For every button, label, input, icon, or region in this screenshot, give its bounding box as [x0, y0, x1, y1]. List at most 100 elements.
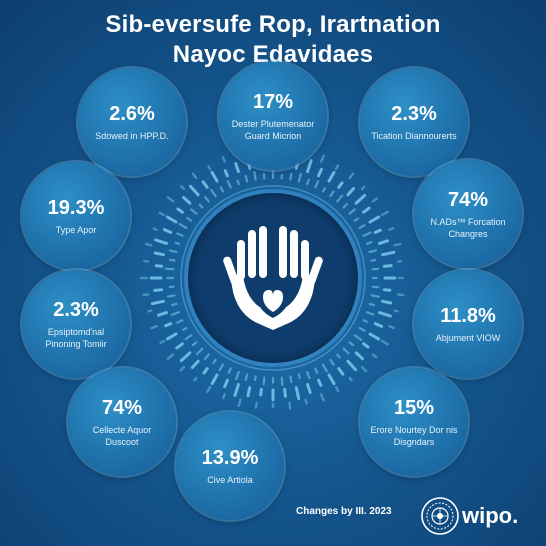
ring-tick	[314, 180, 320, 189]
ring-tick	[304, 398, 308, 405]
stat-value: 11.8%	[440, 305, 496, 327]
ring-tick	[244, 373, 249, 382]
ring-tick	[153, 251, 165, 257]
stat-circle-8: 74% Cellecte Aquor Duscoot	[68, 368, 176, 476]
page-title: Sib-eversufe Rop, Irartnation Nayoc Edav…	[0, 10, 546, 70]
ring-tick	[368, 302, 376, 307]
ring-tick	[380, 210, 389, 217]
stat-label: Abjument VIOW	[435, 333, 501, 343]
ring-tick	[342, 347, 350, 355]
ring-tick	[166, 196, 175, 203]
ring-tick	[354, 351, 364, 361]
ring-tick	[306, 383, 312, 394]
ring-tick	[219, 186, 225, 193]
ring-tick	[327, 373, 336, 386]
ring-tick	[342, 202, 349, 209]
ring-tick	[373, 228, 382, 234]
ring-tick	[289, 172, 293, 181]
stat-value: 74%	[447, 189, 489, 211]
stat-value: 74%	[101, 397, 143, 419]
ring-tick	[371, 267, 380, 271]
ring-tick	[388, 227, 395, 232]
ring-tick	[306, 159, 313, 173]
ring-tick	[165, 332, 178, 341]
ring-tick	[144, 242, 153, 247]
ring-tick	[306, 178, 310, 186]
ring-tick	[253, 375, 257, 382]
stat-circle-2: 17% Dester Plutemenator Guard Micrion	[219, 62, 327, 170]
ring-tick	[354, 193, 367, 205]
ring-tick	[202, 367, 209, 375]
stat-label: Dester Plutemenator Guard Micrion	[231, 119, 315, 141]
title-line-1: Sib-eversufe Rop, Irartnation	[105, 11, 441, 38]
stat-circle-6: 2.3% Epsiptomd'nal Pinoning Tomiir	[22, 270, 130, 378]
stat-label: Type Apor	[55, 225, 97, 235]
ring-tick	[179, 184, 186, 191]
ring-tick	[329, 190, 335, 198]
ring-tick	[329, 358, 335, 366]
ring-tick	[142, 293, 150, 297]
ring-tick	[253, 170, 257, 181]
stat-label: Erore Nourtey Dor nis Disgndars	[370, 425, 458, 447]
ring-tick	[178, 223, 188, 230]
ring-tick	[334, 164, 340, 171]
ring-tick	[362, 231, 372, 237]
stat-value: 13.9%	[201, 447, 259, 469]
ring-tick	[166, 294, 176, 298]
ring-tick	[317, 167, 323, 178]
stat-circle-7: 11.8% Abjument VIOW	[414, 270, 522, 378]
ring-tick	[371, 197, 378, 203]
ring-tick	[396, 293, 405, 297]
ring-tick	[222, 393, 227, 400]
ring-tick	[358, 224, 366, 230]
ring-tick	[233, 383, 240, 397]
hands-heart-icon	[223, 226, 323, 330]
ring-tick	[380, 339, 389, 346]
stat-value: 17%	[252, 91, 294, 113]
ring-tick	[346, 359, 358, 372]
ring-tick	[360, 185, 366, 191]
ring-tick	[191, 172, 198, 180]
ring-tick	[166, 353, 175, 360]
ring-tick	[193, 376, 198, 382]
ring-tick	[283, 387, 287, 398]
ring-tick	[393, 309, 399, 313]
ring-tick	[210, 373, 219, 386]
ring-tick	[157, 311, 168, 317]
ring-tick	[381, 299, 393, 305]
ring-tick	[188, 184, 200, 197]
ring-tick	[288, 401, 292, 410]
ring-tick	[371, 353, 378, 359]
stat-label: Cive Artiola	[207, 475, 253, 485]
ring-tick	[159, 339, 166, 345]
ring-tick	[382, 264, 393, 268]
ring-tick	[184, 334, 193, 341]
ring-tick	[297, 373, 301, 380]
stat-circle-5: 74% N.ADs™ Forcation Changres	[414, 160, 522, 268]
stat-circle-3: 2.3% Tication Diannourerts	[360, 68, 468, 176]
ring-tick	[170, 311, 181, 316]
ring-tick	[327, 170, 336, 183]
ring-tick	[176, 319, 184, 324]
stat-value: 2.3%	[391, 103, 437, 125]
ring-tick	[168, 249, 178, 254]
ring-tick	[190, 208, 198, 215]
stat-value: 2.3%	[53, 299, 99, 321]
ring-tick	[168, 258, 176, 262]
ring-tick	[207, 165, 212, 171]
ring-tick	[226, 180, 232, 189]
ring-tick	[388, 325, 395, 330]
wipo-emblem-icon	[421, 497, 459, 535]
stat-label: Cellecte Aquor Duscoot	[92, 425, 152, 447]
wipo-logo-text: wipo.	[462, 503, 519, 528]
ring-tick	[223, 169, 229, 178]
stat-circle-4: 19.3% Type Apor	[22, 162, 130, 270]
ring-tick	[254, 401, 258, 409]
ring-tick	[244, 174, 249, 183]
ring-tick	[337, 181, 344, 189]
ring-tick	[210, 188, 217, 198]
ring-tick	[186, 216, 193, 222]
ring-tick	[378, 239, 389, 245]
ring-tick	[174, 241, 181, 245]
ring-tick	[297, 173, 302, 183]
